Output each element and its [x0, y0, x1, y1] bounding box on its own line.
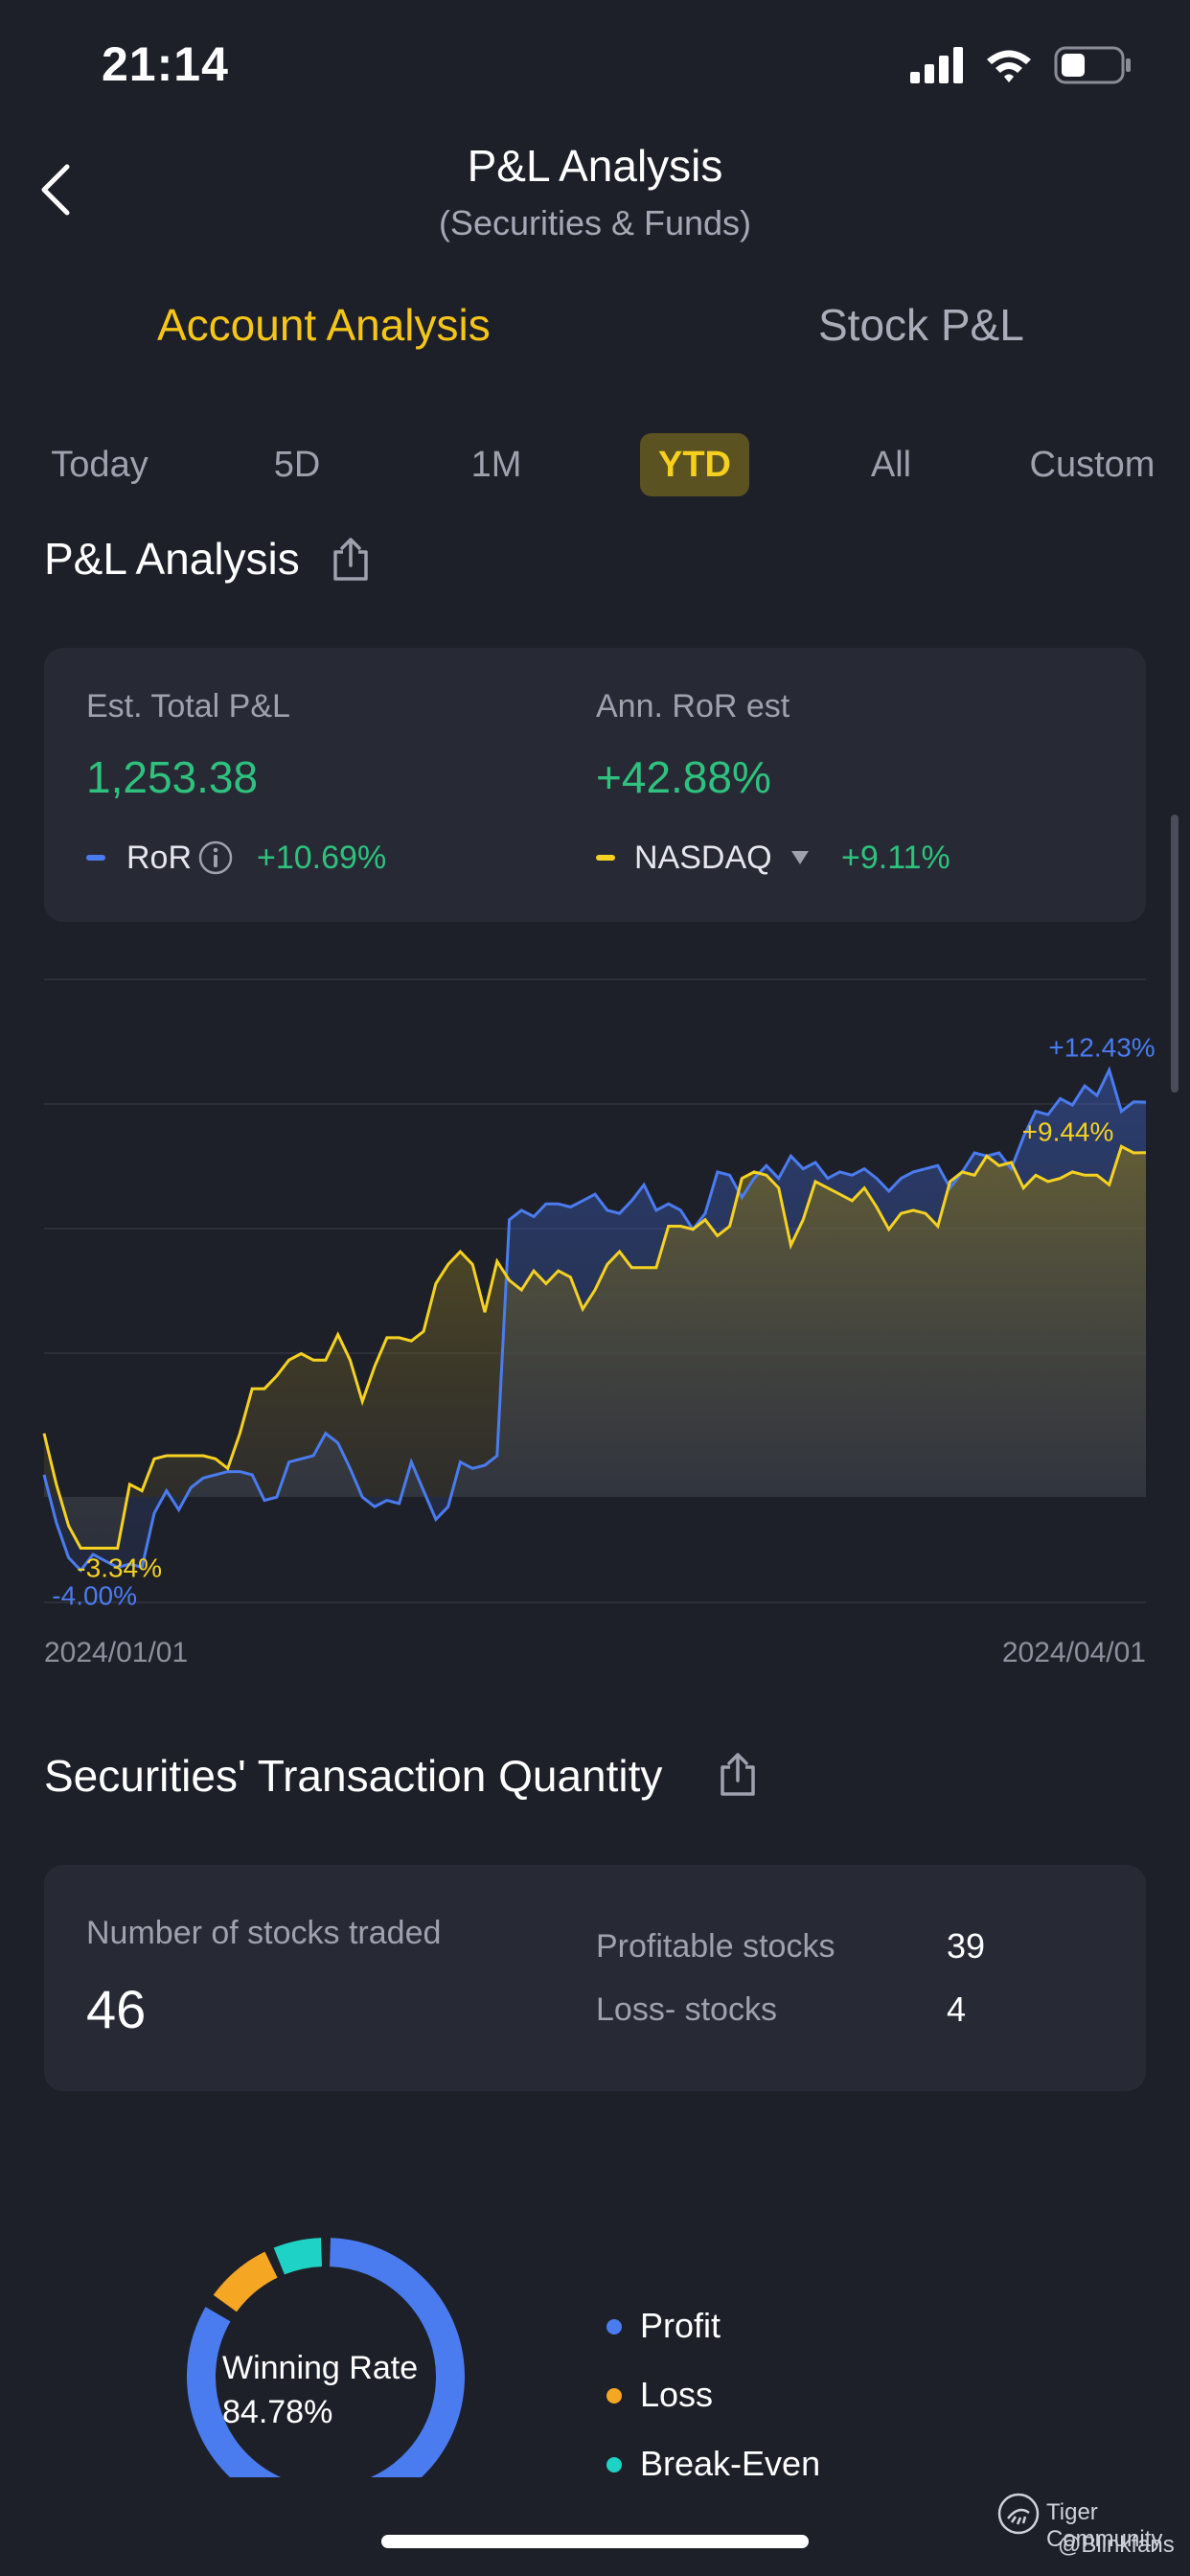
- status-time: 21:14: [102, 37, 229, 91]
- nasdaq-area: [44, 1146, 1146, 1549]
- profit-legend-dot: [606, 2319, 622, 2334]
- ann-ror-value: +42.88%: [596, 752, 771, 802]
- nasdaq-min-annotation: -3.34%: [77, 1553, 162, 1583]
- chart-end-date: 2024/04/01: [1001, 1637, 1146, 1668]
- stocks-traded-label: Number of stocks traded: [86, 1915, 442, 1951]
- donut-loss-segment: [187, 2238, 465, 2477]
- period-tab-5d[interactable]: 5D: [273, 445, 321, 485]
- page-title: P&L Analysis: [467, 141, 723, 191]
- pl-chart[interactable]: +12.43% -4.00% +9.44% -3.34%: [0, 958, 1190, 1639]
- period-tab-ytd[interactable]: YTD: [640, 433, 749, 496]
- breakeven-legend-label: Break-Even: [640, 2444, 821, 2483]
- watermark-brand: Tiger Community: [1046, 2499, 1163, 2552]
- donut-breakeven-segment: [187, 2238, 465, 2477]
- loss-legend-dot: [606, 2388, 622, 2404]
- nasdaq-value: +9.11%: [841, 840, 950, 876]
- ror-legend-line: [86, 855, 105, 861]
- nasdaq-series-line: [42, 1144, 1147, 1550]
- transactions-share-icon[interactable]: [717, 1752, 759, 1798]
- wifi-icon: [987, 50, 1031, 82]
- loss-legend-label: Loss: [640, 2375, 714, 2414]
- battery-icon: [1054, 46, 1131, 84]
- info-icon[interactable]: [197, 840, 234, 876]
- winning-rate-label: Winning Rate: [222, 2350, 419, 2386]
- transactions-card: Number of stocks traded 46 Profitable st…: [44, 1865, 1146, 2091]
- est-total-label: Est. Total P&L: [86, 688, 290, 724]
- tab-account-analysis[interactable]: Account Analysis: [157, 300, 491, 350]
- back-chevron-icon[interactable]: [36, 161, 75, 218]
- ror-max-annotation: +12.43%: [1048, 1033, 1155, 1063]
- period-tab-today[interactable]: Today: [51, 445, 149, 485]
- winning-rate-value: 84.78%: [222, 2394, 333, 2430]
- winning-rate-donut: [187, 2238, 465, 2477]
- status-icons: [910, 44, 1133, 86]
- ror-value: +10.69%: [257, 840, 387, 876]
- chart-start-date: 2024/01/01: [44, 1637, 189, 1668]
- ror-min-annotation: -4.00%: [52, 1581, 137, 1611]
- signal-icon: [910, 47, 963, 83]
- breakeven-legend-dot: [606, 2457, 622, 2472]
- est-total-value: 1,253.38: [86, 752, 259, 802]
- profitable-stocks-label: Profitable stocks: [596, 1928, 835, 1965]
- period-tab-custom[interactable]: Custom: [1029, 445, 1156, 485]
- period-tab-1m[interactable]: 1M: [470, 445, 522, 485]
- loss-stocks-value: 4: [947, 1990, 967, 2029]
- pl-summary-card: Est. Total P&L 1,253.38 RoR +10.69% Ann.…: [44, 648, 1146, 922]
- pl-section-title: P&L Analysis: [44, 534, 300, 584]
- ror-legend-label: RoR: [126, 840, 193, 876]
- stocks-traded-value: 46: [86, 1979, 147, 2039]
- profit-legend-label: Profit: [640, 2306, 721, 2345]
- transactions-section-title: Securities' Transaction Quantity: [44, 1751, 663, 1801]
- loss-stocks-label: Loss- stocks: [596, 1991, 777, 2028]
- scrollbar[interactable]: [1171, 815, 1179, 1092]
- dropdown-triangle-icon[interactable]: [790, 849, 811, 866]
- tiger-logo-icon: [997, 2493, 1040, 2535]
- nasdaq-legend-label[interactable]: NASDAQ: [634, 840, 772, 876]
- watermark-handle: @Blinkfans: [1058, 2532, 1175, 2558]
- nasdaq-legend-line: [596, 855, 615, 861]
- ann-ror-label: Ann. RoR est: [596, 688, 790, 724]
- share-icon[interactable]: [330, 537, 372, 583]
- page-subtitle: (Securities & Funds): [438, 203, 752, 242]
- nasdaq-max-annotation: +9.44%: [1022, 1116, 1114, 1146]
- profitable-stocks-value: 39: [947, 1926, 986, 1966]
- tab-stock-pl[interactable]: Stock P&L: [818, 300, 1024, 350]
- home-indicator[interactable]: [381, 2535, 809, 2548]
- period-tab-all[interactable]: All: [870, 445, 912, 485]
